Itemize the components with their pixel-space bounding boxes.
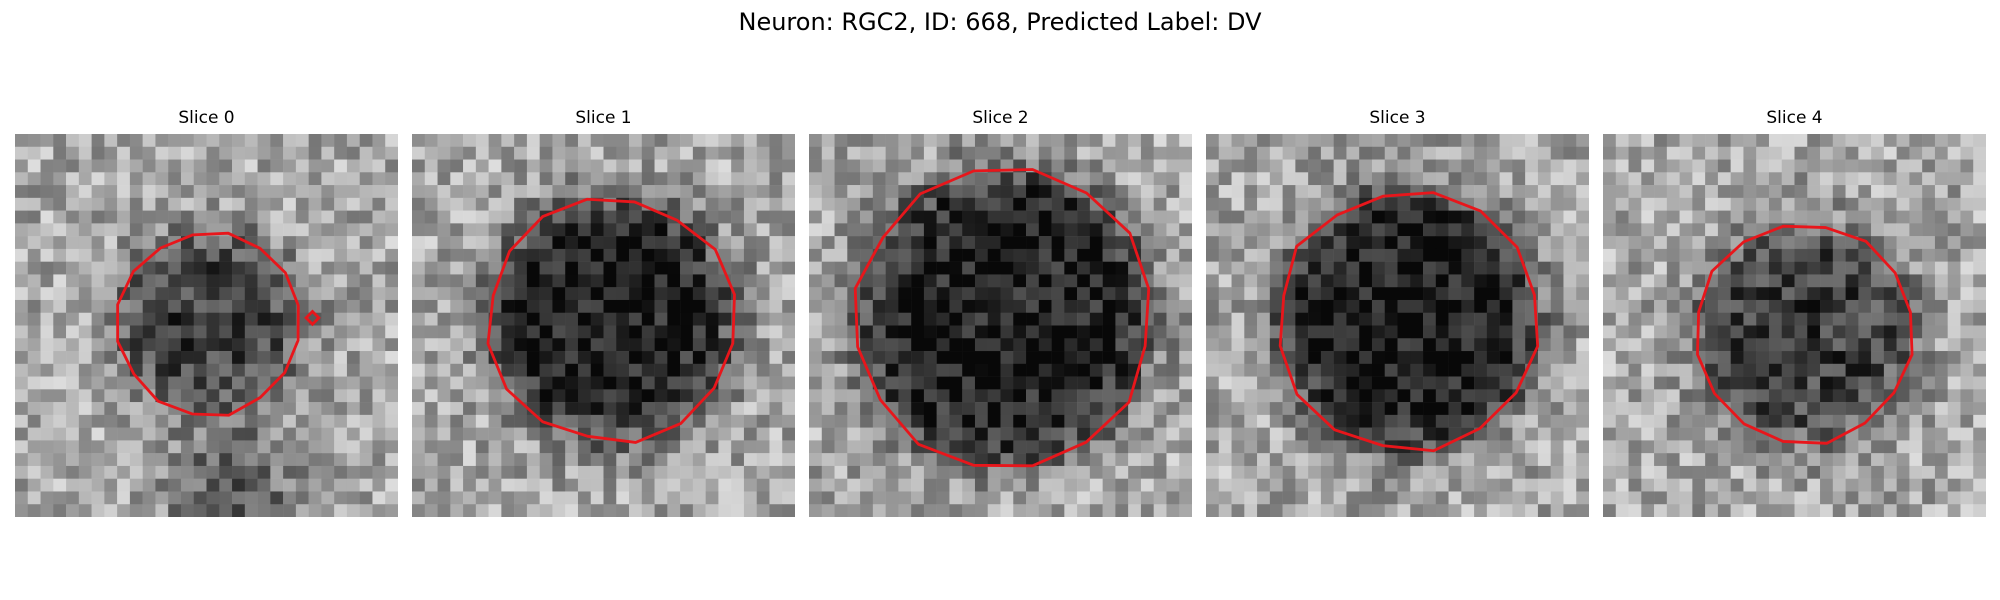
slice-title: Slice 0 — [178, 108, 235, 128]
slice-title: Slice 1 — [575, 108, 632, 128]
cell-contour — [1696, 224, 1914, 445]
slice-title: Slice 4 — [1766, 108, 1823, 128]
slice-image — [1206, 134, 1589, 517]
cell-contour — [853, 168, 1151, 468]
slice-image — [15, 134, 398, 517]
slice-title: Slice 2 — [972, 108, 1029, 128]
slice-panel-1: Slice 1 — [412, 108, 795, 517]
slice-panel-2: Slice 2 — [809, 108, 1192, 517]
slice-image — [809, 134, 1192, 517]
cell-contour — [116, 231, 300, 417]
slice-panel-0: Slice 0 — [15, 108, 398, 517]
cell-contour — [1278, 191, 1540, 453]
slice-panel-3: Slice 3 — [1206, 108, 1589, 517]
slice-title: Slice 3 — [1369, 108, 1426, 128]
cell-contour — [486, 197, 736, 444]
slice-panel-4: Slice 4 — [1603, 108, 1986, 517]
slice-image — [412, 134, 795, 517]
small-contour — [304, 309, 321, 327]
figure-title: Neuron: RGC2, ID: 668, Predicted Label: … — [738, 8, 1262, 36]
slice-image — [1603, 134, 1986, 517]
